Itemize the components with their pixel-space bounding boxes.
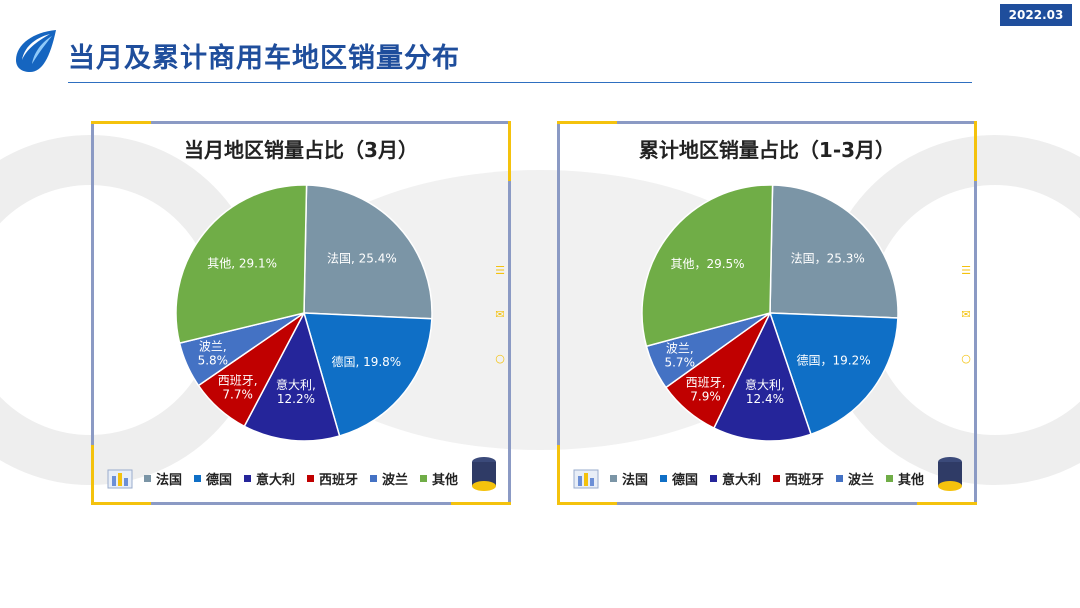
date-badge: 2022.03 bbox=[1000, 4, 1072, 26]
legend-label: 德国 bbox=[671, 473, 698, 488]
bulb-icon: ○ bbox=[495, 352, 505, 365]
side-toolbar: ☰ ✉ ○ bbox=[490, 264, 510, 396]
pie-data-label: 其他，29.5% bbox=[670, 257, 744, 271]
chart-legend: 法国 德国 意大利 西班牙 波兰 其他 bbox=[94, 469, 508, 488]
pie-data-label: 波兰, 5.8% bbox=[198, 340, 229, 368]
legend-item: 其他 bbox=[886, 469, 924, 488]
legend-label: 意大利 bbox=[721, 473, 761, 488]
legend-item: 西班牙 bbox=[773, 469, 824, 488]
pie-data-label: 意大利, 12.4% bbox=[745, 377, 785, 406]
monthly-chart-panel: 当月地区销量占比（3月） 法国, 25.4% 德国, 19.8% 意大利, 12.2%… bbox=[91, 121, 511, 505]
legend-label: 德国 bbox=[205, 473, 232, 488]
chart-title: 累计地区销量占比（1-3月） bbox=[638, 138, 896, 162]
report-icon bbox=[573, 469, 599, 489]
legend-item: 波兰 bbox=[370, 469, 408, 488]
legend-item: 法国 bbox=[609, 469, 648, 488]
legend-swatch bbox=[307, 475, 314, 482]
legend-item: 西班牙 bbox=[307, 469, 358, 488]
cumulative-chart-panel: 累计地区销量占比（1-3月） 法国，25.3% 德国，19.2% 意大利, 12.4%… bbox=[557, 121, 977, 505]
pie-slice-5 bbox=[175, 184, 308, 345]
legend-swatch bbox=[193, 475, 201, 482]
legend-swatch bbox=[243, 475, 251, 482]
report-icon bbox=[107, 469, 133, 489]
legend-swatch bbox=[609, 475, 617, 482]
chart-title: 当月地区销量占比（3月） bbox=[184, 138, 418, 162]
pie-chart: 法国, 25.4% 德国, 19.8% 意大利, 12.2% 西班牙, 7.7% 波兰, 5.… bbox=[175, 184, 433, 442]
legend-swatch bbox=[886, 475, 894, 482]
bulb-icon: ○ bbox=[961, 352, 971, 365]
legend-swatch bbox=[659, 475, 667, 482]
mail-icon: ✉ bbox=[961, 308, 971, 321]
pie-data-label: 波兰, 5.7% bbox=[664, 342, 695, 370]
menu-icon: ☰ bbox=[961, 264, 971, 277]
legend-label: 其他 bbox=[898, 473, 925, 488]
legend-swatch bbox=[709, 475, 717, 482]
pie-data-label: 法国，25.3% bbox=[791, 252, 865, 266]
legend-label: 其他 bbox=[432, 473, 459, 488]
pie-chart: 法国，25.3% 德国，19.2% 意大利, 12.4% 西班牙, 7.9% 波兰, 5.7%… bbox=[641, 184, 899, 442]
chart-legend: 法国 德国 意大利 西班牙 波兰 其他 bbox=[560, 469, 974, 488]
pie-data-label: 西班牙, 7.7% bbox=[218, 374, 258, 402]
legend-label: 波兰 bbox=[382, 473, 409, 488]
legend-item: 法国 bbox=[143, 469, 182, 488]
menu-icon: ☰ bbox=[495, 264, 505, 277]
legend-label: 法国 bbox=[621, 473, 648, 488]
legend-label: 意大利 bbox=[255, 473, 295, 488]
pie-slice-2 bbox=[243, 311, 341, 442]
legend-swatch bbox=[836, 475, 844, 482]
legend-swatch bbox=[773, 475, 780, 482]
legend-label: 法国 bbox=[155, 473, 182, 488]
pie-slice-5 bbox=[641, 184, 774, 348]
legend-item: 意大利 bbox=[243, 469, 295, 488]
legend-swatch bbox=[420, 475, 428, 482]
pie-data-label: 西班牙, 7.9% bbox=[686, 375, 726, 403]
mail-icon: ✉ bbox=[495, 308, 505, 321]
side-toolbar: ☰ ✉ ○ bbox=[956, 264, 976, 396]
pie-slice-0 bbox=[303, 184, 433, 320]
page-title: 当月及累计商用车地区销量分布 bbox=[68, 43, 460, 74]
legend-item: 波兰 bbox=[836, 469, 874, 488]
legend-label: 西班牙 bbox=[785, 473, 825, 488]
pie-data-label: 法国, 25.4% bbox=[327, 252, 397, 266]
pie-slice-2 bbox=[712, 311, 812, 442]
legend-item: 其他 bbox=[420, 469, 458, 488]
pie-data-label: 意大利, 12.2% bbox=[276, 377, 316, 406]
cylinder-icon bbox=[472, 457, 496, 491]
legend-item: 德国 bbox=[659, 469, 698, 488]
legend-item: 意大利 bbox=[709, 469, 761, 488]
legend-label: 波兰 bbox=[848, 473, 875, 488]
title-divider bbox=[68, 82, 972, 83]
pie-slice-1 bbox=[302, 312, 433, 437]
legend-item: 德国 bbox=[193, 469, 232, 488]
pie-slice-1 bbox=[768, 312, 899, 436]
brand-logo-icon bbox=[16, 30, 56, 72]
cylinder-icon bbox=[938, 457, 962, 491]
pie-data-label: 德国, 19.8% bbox=[331, 354, 401, 369]
legend-swatch bbox=[370, 475, 378, 482]
pie-slice-0 bbox=[769, 184, 899, 319]
legend-label: 西班牙 bbox=[319, 473, 359, 488]
pie-data-label: 德国，19.2% bbox=[796, 353, 870, 368]
pie-data-label: 其他, 29.1% bbox=[207, 256, 277, 270]
legend-swatch bbox=[143, 475, 151, 482]
